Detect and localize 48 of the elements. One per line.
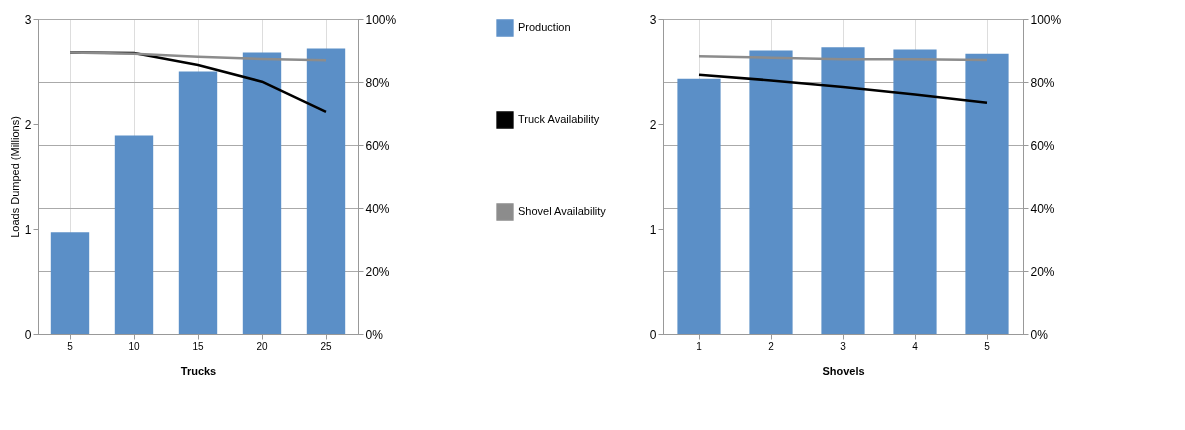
- y2-tick-label: 60%: [1030, 138, 1055, 153]
- line-series: [68, 51, 328, 62]
- x-tick-label: 3: [840, 340, 847, 352]
- x-axis-title: Trucks: [180, 364, 217, 377]
- x-tick-label: 25: [320, 340, 332, 352]
- bar: [677, 78, 721, 334]
- legend-label: Shovel Availability: [518, 205, 607, 217]
- x-tick-label: 20: [256, 340, 268, 352]
- legend-label: Production: [518, 21, 571, 33]
- bar: [749, 50, 793, 334]
- y2-tick-label: 80%: [1030, 75, 1055, 90]
- y2-tick-label: 40%: [1030, 201, 1055, 216]
- y-tick-label: 2: [649, 117, 657, 132]
- y2-tick-label: 20%: [365, 264, 390, 279]
- bar: [178, 71, 218, 334]
- y-tick-label: 3: [24, 12, 32, 27]
- y-tick-label: 0: [649, 327, 657, 342]
- x-tick-label: 4: [912, 340, 919, 352]
- y-tick-label: 1: [24, 222, 32, 237]
- bar: [893, 49, 937, 334]
- x-tick-label: 5: [984, 340, 991, 352]
- x-axis-title: Shovels: [822, 364, 865, 377]
- y2-tick-label: 60%: [365, 138, 390, 153]
- y2-tick-label: 40%: [365, 201, 390, 216]
- bar: [306, 48, 346, 334]
- bar: [114, 135, 154, 334]
- y-tick-label: 1: [649, 222, 657, 237]
- y2-tick-label: 100%: [365, 12, 397, 27]
- x-tick-label: 1: [696, 340, 703, 352]
- x-tick-label: 5: [67, 340, 74, 352]
- y2-tick-label: 100%: [1030, 12, 1062, 27]
- x-tick-label: 2: [768, 340, 775, 352]
- legend-label: Truck Availability: [518, 113, 600, 125]
- bar: [821, 47, 865, 334]
- y-tick-label: 0: [24, 327, 32, 342]
- y2-tick-label: 0%: [365, 327, 384, 342]
- y2-tick-label: 80%: [365, 75, 390, 90]
- y-tick-label: 2: [24, 117, 32, 132]
- bar: [242, 52, 282, 334]
- bar: [965, 53, 1009, 334]
- y-axis-title: Loads Dumped (Millions): [8, 116, 21, 238]
- y2-tick-label: 20%: [1030, 264, 1055, 279]
- bar: [50, 232, 90, 334]
- x-tick-label: 15: [192, 340, 204, 352]
- y-tick-label: 3: [649, 12, 657, 27]
- y2-tick-label: 0%: [1030, 327, 1049, 342]
- line-series: [697, 73, 989, 105]
- x-tick-label: 10: [128, 340, 140, 352]
